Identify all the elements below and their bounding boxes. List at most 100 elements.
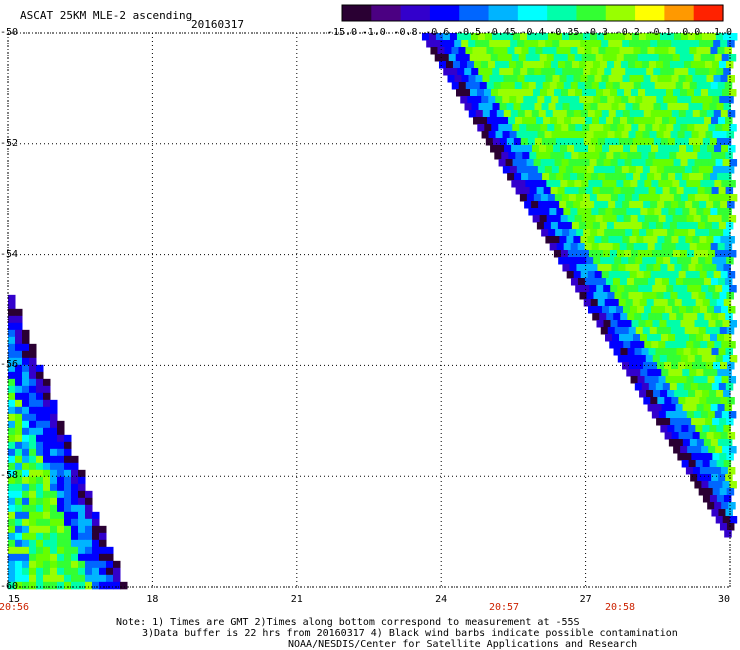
swath-pixel	[64, 560, 72, 569]
swath-pixel	[704, 61, 713, 69]
swath-pixel	[471, 68, 479, 76]
swath-pixel	[507, 82, 516, 90]
swath-pixel	[43, 581, 51, 590]
swath-pixel	[8, 427, 16, 436]
swath-pixel	[563, 47, 571, 55]
swath-pixel	[709, 138, 718, 146]
swath-pixel	[99, 532, 107, 541]
swath-pixel	[608, 110, 617, 118]
swath-pixel	[675, 208, 683, 216]
swath-pixel	[113, 560, 121, 569]
swath-pixel	[8, 476, 16, 485]
swath-pixel	[679, 341, 687, 349]
swath-pixel	[64, 441, 72, 450]
note-line-3: NOAA/NESDIS/Center for Satellite Applica…	[288, 639, 638, 650]
swath-pixel	[15, 476, 23, 485]
swath-pixel	[726, 96, 734, 104]
swath-pixel	[685, 201, 693, 209]
swath-pixel	[660, 425, 668, 433]
swath-pixel	[709, 425, 717, 433]
swath-pixel	[78, 546, 86, 555]
swath-pixel	[683, 187, 692, 195]
swath-pixel	[699, 397, 707, 405]
swath-pixel	[489, 75, 497, 83]
swath-pixel	[607, 327, 616, 335]
swath-pixel	[596, 159, 605, 167]
swath-pixel	[557, 61, 566, 69]
swath-pixel	[542, 173, 550, 181]
swath-pixel	[676, 313, 684, 321]
swath-pixel	[635, 96, 643, 104]
swath-pixel	[641, 313, 649, 321]
swath-pixel	[36, 462, 44, 471]
swath-pixel	[721, 341, 729, 349]
swath-pixel	[712, 453, 720, 461]
swath-pixel	[452, 61, 461, 69]
swath-pixel	[458, 47, 466, 55]
swath-pixel	[36, 364, 44, 373]
swath-pixel	[707, 215, 716, 223]
swath-pixel	[491, 124, 499, 132]
swath-pixel	[659, 124, 667, 132]
swath-pixel	[15, 448, 23, 457]
swath-pixel	[526, 33, 535, 41]
swath-pixel	[671, 306, 680, 314]
swath-pixel	[698, 257, 706, 265]
swath-pixel	[577, 82, 586, 90]
swath-pixel	[645, 89, 653, 97]
swath-pixel	[99, 546, 107, 555]
swath-pixel	[544, 96, 552, 104]
swath-pixel	[50, 560, 58, 569]
swath-pixel	[540, 89, 548, 97]
swath-pixel	[438, 61, 447, 69]
swath-pixel	[705, 292, 713, 300]
longitude-label: 15	[7, 594, 21, 605]
swath-pixel	[628, 257, 636, 265]
swath-pixel	[673, 194, 682, 202]
swath-pixel	[720, 397, 728, 405]
swath-pixel	[673, 446, 681, 454]
swath-pixel	[551, 166, 560, 174]
swath-pixel	[626, 243, 635, 251]
swath-pixel	[530, 96, 538, 104]
swath-pixel	[496, 75, 504, 83]
swath-pixel	[71, 518, 79, 527]
latitude-label: -58	[0, 470, 19, 482]
swath-pixel	[591, 47, 599, 55]
swath-pixel	[720, 362, 728, 370]
swath-pixel	[729, 320, 737, 328]
swath-pixel	[8, 406, 16, 415]
swath-pixel	[85, 511, 93, 520]
swath-pixel	[597, 68, 605, 76]
swath-pixel	[547, 89, 555, 97]
swath-pixel	[482, 75, 490, 83]
swath-pixel	[594, 75, 602, 83]
swath-pixel	[78, 490, 86, 499]
swath-pixel	[626, 334, 634, 342]
swath-pixel	[580, 236, 588, 244]
swath-pixel	[630, 215, 639, 223]
swath-pixel	[36, 490, 44, 499]
swath-pixel	[724, 243, 733, 251]
swath-pixel	[644, 376, 653, 384]
swath-pixel	[618, 299, 627, 307]
swath-pixel	[494, 61, 503, 69]
swath-pixel	[638, 159, 647, 167]
swath-pixel	[8, 497, 16, 506]
swath-pixel	[620, 117, 628, 125]
swath-pixel	[568, 194, 577, 202]
swath-pixel	[664, 40, 672, 48]
swath-pixel	[659, 33, 668, 41]
swath-pixel	[717, 334, 725, 342]
swath-pixel	[653, 68, 661, 76]
swath-pixel	[689, 47, 697, 55]
swath-pixel	[729, 446, 737, 454]
swath-pixel	[631, 124, 639, 132]
swath-pixel	[717, 439, 726, 447]
swath-pixel	[681, 299, 690, 307]
swath-pixel	[631, 33, 640, 41]
swath-pixel	[620, 61, 629, 69]
swath-pixel	[629, 110, 638, 118]
swath-pixel	[22, 392, 30, 401]
swath-pixel	[658, 376, 667, 384]
